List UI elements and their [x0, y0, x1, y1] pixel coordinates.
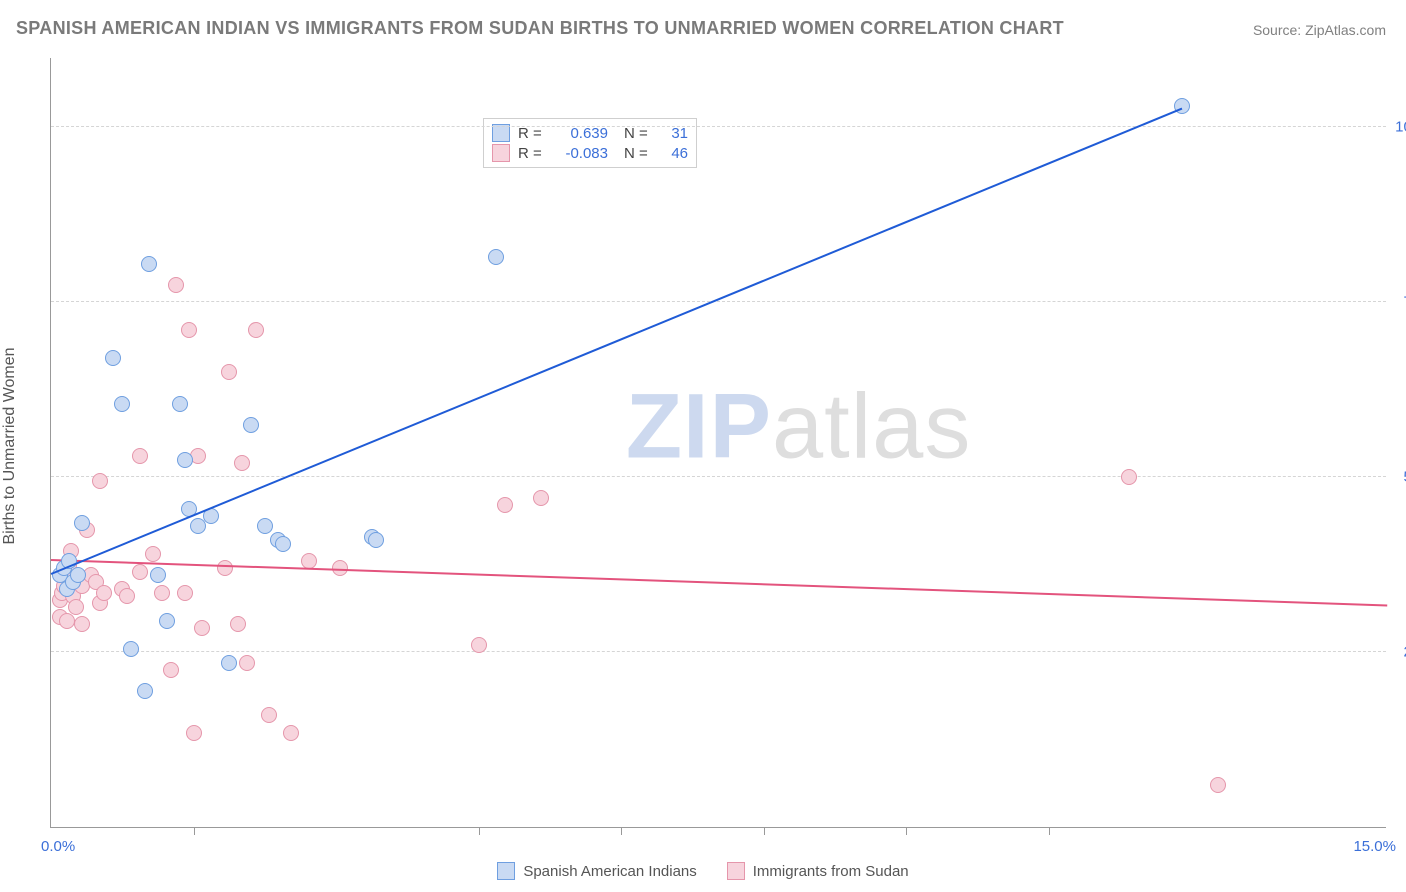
x-tick — [1049, 827, 1050, 835]
legend-row-sudan: R = -0.083 N = 46 — [492, 143, 688, 163]
y-tick-label: 25.0% — [1392, 644, 1406, 661]
data-point — [154, 585, 170, 601]
legend-n-label: N = — [624, 145, 650, 162]
data-point — [221, 364, 237, 380]
legend-swatch-spanish-icon — [497, 862, 515, 880]
x-axis-max-label: 15.0% — [1353, 838, 1396, 855]
data-point — [283, 725, 299, 741]
legend-r-label: R = — [518, 145, 544, 162]
legend-swatch-sudan — [492, 144, 510, 162]
data-point — [488, 249, 504, 265]
data-point — [132, 448, 148, 464]
chart-title: SPANISH AMERICAN INDIAN VS IMMIGRANTS FR… — [16, 18, 1064, 39]
data-point — [74, 515, 90, 531]
legend-item-spanish: Spanish American Indians — [497, 862, 696, 880]
data-point — [1210, 777, 1226, 793]
plot-area: ZIPatlas R = 0.639 N = 31 R = -0.083 N =… — [50, 58, 1386, 828]
data-point — [497, 497, 513, 513]
data-point — [177, 585, 193, 601]
data-point — [123, 641, 139, 657]
legend-r-value-spanish: 0.639 — [552, 125, 608, 142]
legend-label-sudan: Immigrants from Sudan — [753, 863, 909, 880]
y-axis-label: Births to Unmarried Women — [1, 347, 19, 544]
data-point — [68, 599, 84, 615]
data-point — [190, 518, 206, 534]
x-axis-origin-label: 0.0% — [41, 838, 75, 855]
x-tick — [906, 827, 907, 835]
source-attribution: Source: ZipAtlas.com — [1253, 22, 1386, 38]
data-point — [92, 473, 108, 489]
data-point — [59, 613, 75, 629]
gridline — [51, 126, 1386, 127]
data-point — [239, 655, 255, 671]
legend-swatch-sudan-icon — [727, 862, 745, 880]
x-tick — [194, 827, 195, 835]
watermark-bold: ZIP — [626, 376, 772, 478]
legend-r-label: R = — [518, 125, 544, 142]
watermark: ZIPatlas — [626, 375, 971, 480]
data-point — [261, 707, 277, 723]
data-point — [137, 683, 153, 699]
gridline — [51, 651, 1386, 652]
data-point — [105, 350, 121, 366]
data-point — [275, 536, 291, 552]
data-point — [96, 585, 112, 601]
data-point — [177, 452, 193, 468]
data-point — [368, 532, 384, 548]
watermark-light: atlas — [772, 376, 971, 478]
data-point — [119, 588, 135, 604]
legend-n-label: N = — [624, 125, 650, 142]
data-point — [70, 567, 86, 583]
data-point — [217, 560, 233, 576]
data-point — [163, 662, 179, 678]
y-tick-label: 50.0% — [1392, 469, 1406, 486]
trend-line — [51, 107, 1183, 574]
y-tick-label: 75.0% — [1392, 294, 1406, 311]
data-point — [181, 322, 197, 338]
data-point — [243, 417, 259, 433]
legend-n-value-sudan: 46 — [658, 145, 688, 162]
data-point — [194, 620, 210, 636]
data-point — [234, 455, 250, 471]
gridline — [51, 301, 1386, 302]
legend-n-value-spanish: 31 — [658, 125, 688, 142]
data-point — [257, 518, 273, 534]
legend-label-spanish: Spanish American Indians — [523, 863, 696, 880]
data-point — [150, 567, 166, 583]
x-tick — [479, 827, 480, 835]
data-point — [141, 256, 157, 272]
data-point — [221, 655, 237, 671]
data-point — [186, 725, 202, 741]
legend-r-value-sudan: -0.083 — [552, 145, 608, 162]
trend-line — [51, 559, 1387, 606]
data-point — [533, 490, 549, 506]
data-point — [114, 396, 130, 412]
data-point — [145, 546, 161, 562]
data-point — [1121, 469, 1137, 485]
data-point — [159, 613, 175, 629]
data-point — [248, 322, 264, 338]
data-point — [471, 637, 487, 653]
x-tick — [764, 827, 765, 835]
data-point — [74, 616, 90, 632]
data-point — [230, 616, 246, 632]
data-point — [190, 448, 206, 464]
data-point — [301, 553, 317, 569]
data-point — [168, 277, 184, 293]
gridline — [51, 476, 1386, 477]
data-point — [172, 396, 188, 412]
y-tick-label: 100.0% — [1392, 119, 1406, 136]
data-point — [132, 564, 148, 580]
x-tick — [621, 827, 622, 835]
legend-item-sudan: Immigrants from Sudan — [727, 862, 909, 880]
series-legend: Spanish American Indians Immigrants from… — [0, 862, 1406, 880]
